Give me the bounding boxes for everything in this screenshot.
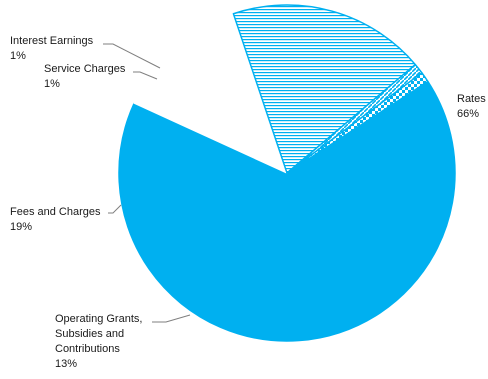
slice-labels: Rates 66% Operating Grants, Subsidies and Co… [10,35,486,370]
leader-line-service-charges [133,71,158,80]
leader-line-operating-grants-subsidies-and-contributions [152,314,191,323]
leader-line-interest-earnings [103,43,161,69]
slice-label-fees-and-charges: Fees and Charges 19% [10,206,101,233]
slice-label-interest-earnings: Interest Earnings 1% [10,35,94,62]
pie-slices [118,4,456,342]
pie-slice-fees-and-charges [232,4,417,174]
slice-label-rates: Rates 66% [457,93,486,120]
slice-label-operating-grants-subsidies-and-contributions: Operating Grants, Subsidies and Contributi… [55,313,142,370]
leader-line-fees-and-charges [108,204,122,214]
pie-slice-rates [118,80,456,342]
pie-slice-operating-grants-subsidies-and-contributions [133,13,288,174]
pie-slice-interest-earnings [286,72,429,174]
leader-lines [103,43,191,323]
slice-label-service-charges: Service Charges 1% [44,63,126,90]
